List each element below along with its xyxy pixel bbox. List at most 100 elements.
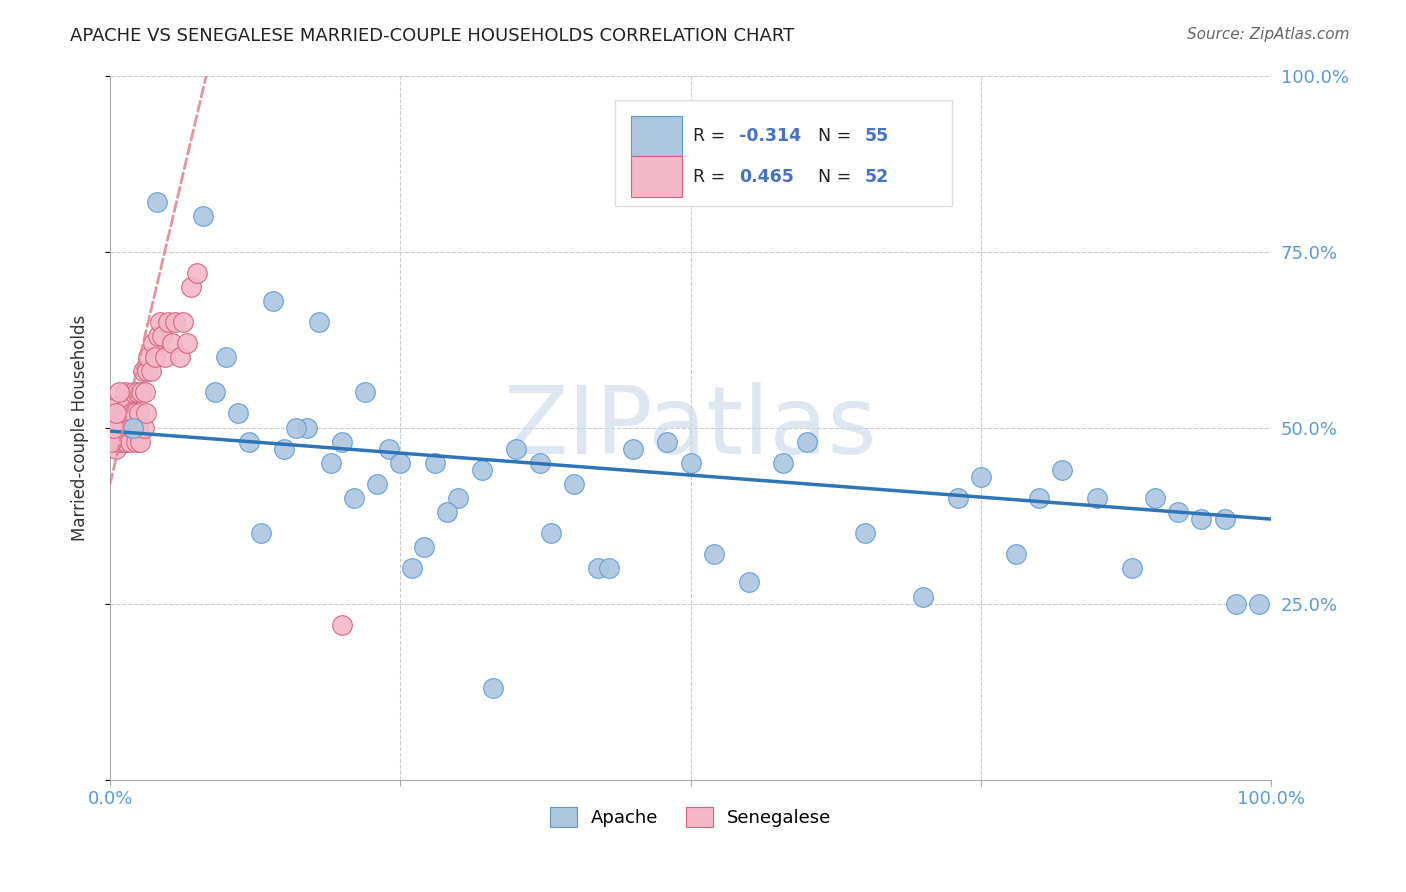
Text: N =: N =: [818, 168, 858, 186]
Text: 0.465: 0.465: [740, 168, 794, 186]
Point: [160, 336, 183, 351]
Point: [412, 541, 434, 555]
Point: [136, 364, 159, 378]
Point: [127, 420, 149, 434]
Point: [1121, 561, 1143, 575]
Point: [1167, 505, 1189, 519]
Text: 55: 55: [865, 127, 889, 145]
Point: [157, 315, 180, 329]
Point: [737, 575, 759, 590]
Point: [112, 407, 135, 421]
Point: [540, 526, 562, 541]
Point: [169, 350, 191, 364]
Point: [138, 350, 160, 364]
Y-axis label: Married-couple Households: Married-couple Households: [72, 315, 89, 541]
Text: Source: ZipAtlas.com: Source: ZipAtlas.com: [1187, 27, 1350, 42]
FancyBboxPatch shape: [614, 100, 952, 206]
Point: [132, 420, 155, 434]
Point: [172, 315, 194, 329]
Point: [297, 420, 319, 434]
Point: [124, 434, 146, 449]
Point: [586, 561, 609, 575]
Point: [150, 329, 173, 343]
Point: [107, 420, 129, 434]
Point: [131, 364, 153, 378]
Point: [103, 420, 125, 434]
Point: [471, 463, 494, 477]
Point: [100, 434, 122, 449]
Text: ZIPatlas: ZIPatlas: [503, 382, 877, 474]
Point: [262, 293, 284, 308]
Point: [142, 336, 165, 351]
Point: [354, 385, 377, 400]
Point: [118, 434, 141, 449]
Point: [125, 385, 148, 400]
Point: [330, 617, 353, 632]
Point: [564, 476, 586, 491]
Point: [1028, 491, 1050, 505]
Point: [772, 456, 794, 470]
Text: N =: N =: [818, 127, 858, 145]
Point: [191, 210, 214, 224]
Point: [180, 279, 202, 293]
Point: [122, 420, 145, 434]
Point: [505, 442, 527, 456]
Point: [330, 434, 353, 449]
Point: [425, 456, 447, 470]
Point: [1050, 463, 1073, 477]
Text: R =: R =: [693, 168, 731, 186]
Point: [117, 400, 139, 414]
Point: [911, 590, 934, 604]
Point: [104, 407, 127, 421]
Point: [115, 434, 138, 449]
Point: [366, 476, 388, 491]
Point: [101, 420, 124, 434]
Point: [139, 364, 162, 378]
Point: [1225, 597, 1247, 611]
Point: [436, 505, 458, 519]
Point: [447, 491, 470, 505]
Point: [122, 385, 145, 400]
Point: [308, 315, 330, 329]
Point: [176, 336, 198, 351]
Text: 52: 52: [865, 168, 889, 186]
Point: [226, 407, 249, 421]
Point: [134, 385, 156, 400]
Point: [118, 420, 141, 434]
Point: [146, 329, 169, 343]
Point: [120, 407, 142, 421]
Point: [153, 350, 176, 364]
Point: [482, 681, 505, 695]
Point: [1143, 491, 1166, 505]
Point: [186, 266, 208, 280]
Point: [143, 350, 166, 364]
Point: [215, 350, 238, 364]
Point: [128, 407, 150, 421]
Point: [204, 385, 226, 400]
Point: [621, 442, 644, 456]
Point: [131, 385, 153, 400]
Point: [1004, 547, 1026, 561]
Point: [111, 420, 134, 434]
Point: [703, 547, 725, 561]
Point: [401, 561, 423, 575]
Point: [679, 456, 702, 470]
FancyBboxPatch shape: [631, 116, 682, 156]
Point: [343, 491, 366, 505]
FancyBboxPatch shape: [631, 156, 682, 197]
Point: [135, 407, 157, 421]
Point: [105, 400, 128, 414]
Point: [108, 385, 131, 400]
Point: [149, 315, 172, 329]
Point: [238, 434, 260, 449]
Legend: Apache, Senegalese: Apache, Senegalese: [543, 799, 839, 834]
Point: [796, 434, 818, 449]
Point: [284, 420, 307, 434]
Point: [121, 420, 143, 434]
Point: [377, 442, 399, 456]
Point: [129, 434, 152, 449]
Point: [946, 491, 969, 505]
Point: [970, 470, 993, 484]
Point: [1085, 491, 1108, 505]
Point: [104, 442, 127, 456]
